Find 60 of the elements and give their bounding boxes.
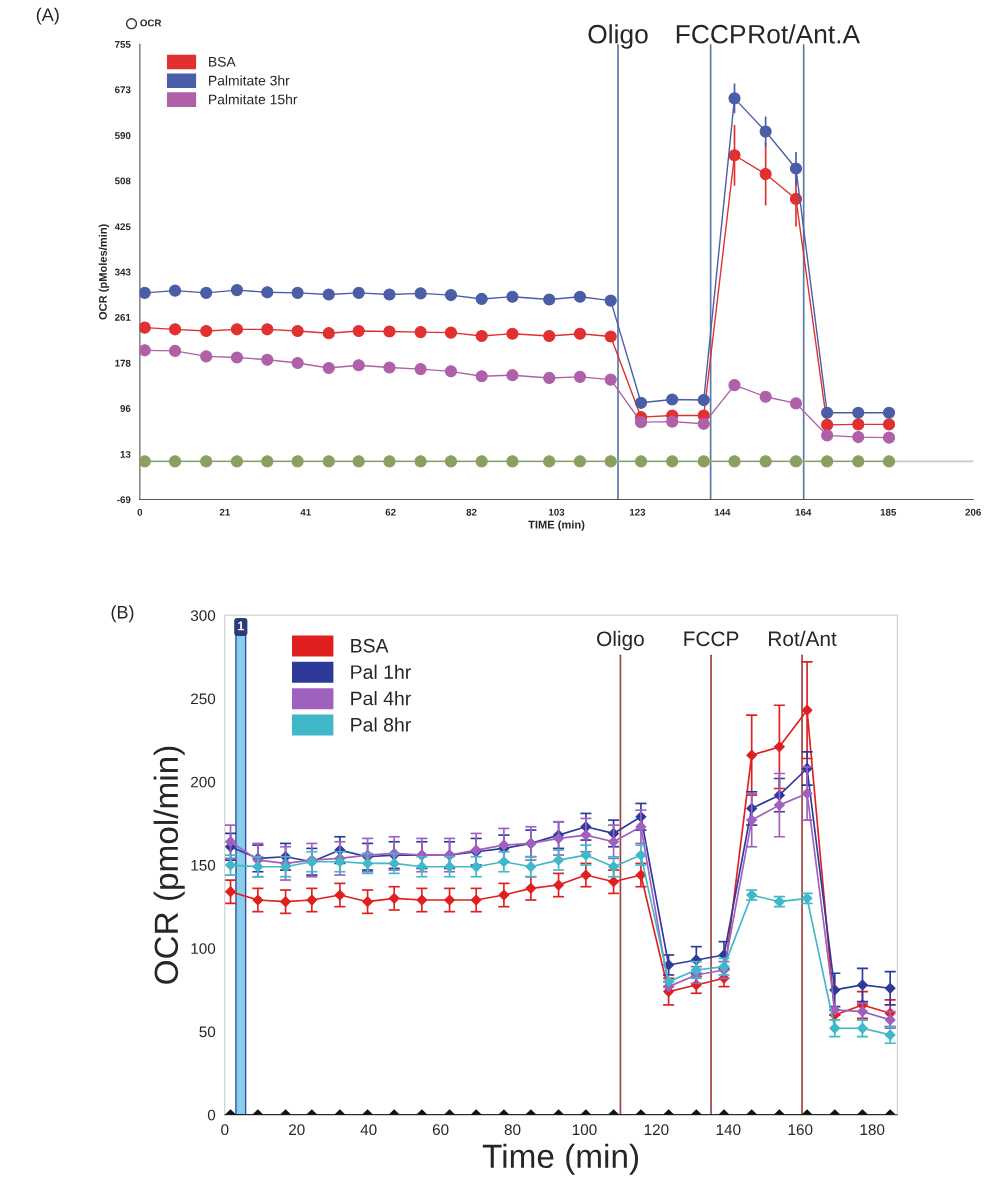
- x-tick-label: 21: [219, 508, 230, 516]
- x-axis-title: TIME (min): [528, 520, 585, 531]
- x-tick-label: 60: [432, 1124, 449, 1136]
- y-axis-title: OCR (pmol/min): [153, 746, 185, 984]
- y-tick-label: 250: [191, 693, 216, 705]
- chart-title: (B): [111, 605, 134, 623]
- legend-label: Pal 8hr: [351, 717, 411, 732]
- x-tick-label: 80: [504, 1124, 521, 1136]
- x-tick-label: 140: [716, 1124, 741, 1136]
- ref-line-label: Oligo: [597, 630, 644, 651]
- legend-label: Pal 4hr: [351, 691, 411, 706]
- legend-label: Palmitate 15hr: [209, 94, 298, 105]
- x-tick-label: 185: [880, 508, 897, 516]
- x-tick-label: 41: [300, 508, 311, 516]
- y-axis-title: OCR (pMoles/min): [98, 224, 110, 320]
- x-tick-label: 123: [629, 508, 646, 516]
- band-label: 1: [238, 621, 244, 631]
- x-tick-label: 20: [288, 1124, 305, 1136]
- y-tick-label: 673: [114, 86, 131, 94]
- legend-label: BSA: [351, 638, 389, 653]
- y-tick-label: 150: [191, 859, 216, 871]
- x-tick-label: 103: [549, 508, 565, 516]
- x-axis-title: Time (min): [482, 1143, 639, 1175]
- y-tick-label: 200: [191, 776, 216, 788]
- x-tick-label: 62: [385, 508, 396, 516]
- y-tick-label: 13: [120, 450, 131, 458]
- x-tick-label: 160: [788, 1124, 813, 1136]
- x-tick-label: 180: [860, 1124, 885, 1136]
- x-tick-label: 82: [466, 508, 477, 516]
- y-tick-label: 50: [199, 1026, 216, 1038]
- x-tick-label: 100: [572, 1124, 597, 1136]
- chart-title: (A): [36, 7, 59, 25]
- x-tick-label: 0: [137, 508, 143, 516]
- ref-line-label: Oligo: [588, 24, 648, 49]
- y-tick-label: 0: [207, 1109, 216, 1121]
- ref-line-label: Rot/Ant: [769, 630, 837, 647]
- y-tick-label: 178: [115, 359, 131, 367]
- legend-label: BSA: [209, 56, 236, 67]
- x-tick-label: 144: [714, 508, 731, 516]
- y-tick-label: 508: [114, 177, 131, 185]
- y-tick-label: 755: [115, 41, 131, 48]
- y-tick-label: 100: [191, 943, 216, 954]
- ref-line-label: Rot/Ant.A: [749, 24, 861, 44]
- y-tick-label: 96: [120, 405, 131, 412]
- y-tick-label: 261: [114, 313, 131, 321]
- y-tick-label: 300: [190, 610, 216, 621]
- y-tick-label: 343: [114, 268, 131, 276]
- x-tick-label: 164: [795, 508, 812, 516]
- ref-line-label: FCCP: [684, 631, 739, 647]
- y-tick-label: 590: [114, 132, 131, 139]
- ref-line-label: FCCP: [676, 24, 746, 44]
- x-tick-label: 120: [644, 1124, 669, 1136]
- x-tick-label: 206: [965, 508, 981, 516]
- y-tick-label: -69: [117, 496, 131, 504]
- legend-label: Palmitate 3hr: [209, 75, 290, 86]
- y-tick-label: 425: [114, 223, 131, 231]
- text: OCR: [140, 19, 162, 27]
- x-tick-label: 0: [221, 1124, 229, 1136]
- legend-label: Pal 1hr: [351, 664, 411, 679]
- x-tick-label: 40: [360, 1124, 377, 1136]
